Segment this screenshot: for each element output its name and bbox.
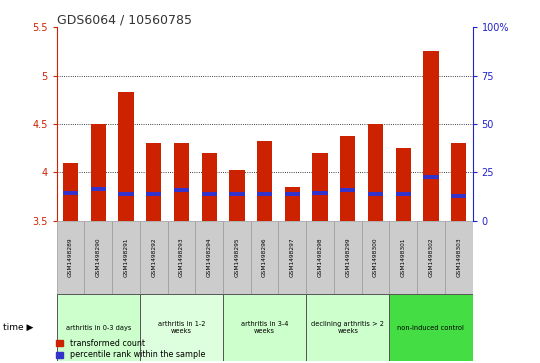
Text: GSM1498303: GSM1498303 bbox=[456, 238, 461, 277]
Text: GSM1498293: GSM1498293 bbox=[179, 238, 184, 277]
Text: GSM1498292: GSM1498292 bbox=[151, 238, 156, 277]
Bar bbox=[389, 221, 417, 294]
Legend: transformed count, percentile rank within the sample: transformed count, percentile rank withi… bbox=[52, 336, 208, 363]
Text: arthritis in 0-3 days: arthritis in 0-3 days bbox=[65, 325, 131, 331]
Text: non-induced control: non-induced control bbox=[397, 325, 464, 331]
Bar bbox=[423, 175, 438, 179]
Text: GSM1498302: GSM1498302 bbox=[428, 238, 434, 277]
Text: GSM1498299: GSM1498299 bbox=[345, 238, 350, 277]
Text: arthritis in 1-2
weeks: arthritis in 1-2 weeks bbox=[158, 321, 205, 334]
Text: GSM1498298: GSM1498298 bbox=[318, 238, 322, 277]
Bar bbox=[112, 221, 140, 294]
Bar bbox=[223, 221, 251, 294]
Bar bbox=[451, 194, 466, 198]
Bar bbox=[223, 294, 306, 361]
Bar bbox=[334, 221, 362, 294]
Bar bbox=[63, 163, 78, 221]
Text: arthritis in 3-4
weeks: arthritis in 3-4 weeks bbox=[241, 321, 288, 334]
Bar bbox=[91, 187, 106, 191]
Bar bbox=[146, 192, 161, 196]
Bar bbox=[451, 143, 466, 221]
Bar bbox=[146, 143, 161, 221]
Bar bbox=[396, 148, 411, 221]
Text: GDS6064 / 10560785: GDS6064 / 10560785 bbox=[57, 13, 192, 26]
Bar bbox=[279, 221, 306, 294]
Bar bbox=[174, 143, 189, 221]
Bar bbox=[91, 124, 106, 221]
Text: GSM1498297: GSM1498297 bbox=[290, 238, 295, 277]
Bar bbox=[251, 221, 279, 294]
Bar bbox=[118, 192, 133, 196]
Text: GSM1498296: GSM1498296 bbox=[262, 238, 267, 277]
Text: GSM1498295: GSM1498295 bbox=[234, 238, 239, 277]
Bar bbox=[63, 191, 78, 195]
Bar bbox=[306, 294, 389, 361]
Bar bbox=[201, 153, 217, 221]
Text: GSM1498289: GSM1498289 bbox=[68, 238, 73, 277]
Bar bbox=[445, 221, 472, 294]
Text: GSM1498290: GSM1498290 bbox=[96, 238, 101, 277]
Text: declining arthritis > 2
weeks: declining arthritis > 2 weeks bbox=[311, 321, 384, 334]
Bar bbox=[84, 221, 112, 294]
Bar bbox=[230, 170, 245, 221]
Bar bbox=[340, 188, 355, 192]
Bar bbox=[201, 192, 217, 196]
Bar bbox=[423, 52, 438, 221]
Bar bbox=[140, 221, 167, 294]
Bar bbox=[167, 221, 195, 294]
Bar bbox=[368, 124, 383, 221]
Text: GSM1498294: GSM1498294 bbox=[207, 238, 212, 277]
Bar bbox=[313, 191, 328, 195]
Bar bbox=[140, 294, 223, 361]
Bar bbox=[368, 192, 383, 196]
Bar bbox=[285, 192, 300, 196]
Bar bbox=[118, 92, 133, 221]
Bar bbox=[285, 187, 300, 221]
Bar bbox=[57, 221, 84, 294]
Bar bbox=[340, 136, 355, 221]
Text: GSM1498291: GSM1498291 bbox=[124, 238, 129, 277]
Bar bbox=[389, 294, 472, 361]
Bar bbox=[396, 192, 411, 196]
Bar bbox=[230, 192, 245, 196]
Bar bbox=[313, 153, 328, 221]
Text: GSM1498300: GSM1498300 bbox=[373, 238, 378, 277]
Bar bbox=[57, 294, 140, 361]
Bar bbox=[257, 140, 272, 221]
Bar bbox=[174, 188, 189, 192]
Bar bbox=[362, 221, 389, 294]
Text: GSM1498301: GSM1498301 bbox=[401, 238, 406, 277]
Bar bbox=[306, 221, 334, 294]
Bar bbox=[417, 221, 445, 294]
Text: time ▶: time ▶ bbox=[3, 323, 33, 332]
Bar bbox=[257, 192, 272, 196]
Bar bbox=[195, 221, 223, 294]
